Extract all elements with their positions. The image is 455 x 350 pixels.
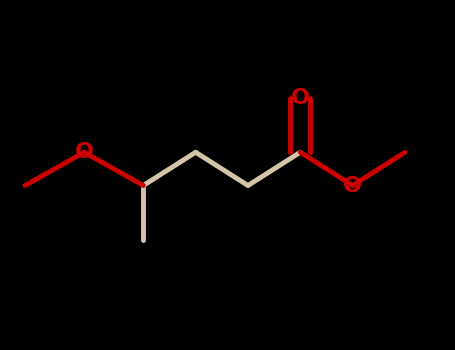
Text: O: O xyxy=(75,142,94,162)
Text: O: O xyxy=(343,175,362,196)
Text: O: O xyxy=(291,88,310,108)
